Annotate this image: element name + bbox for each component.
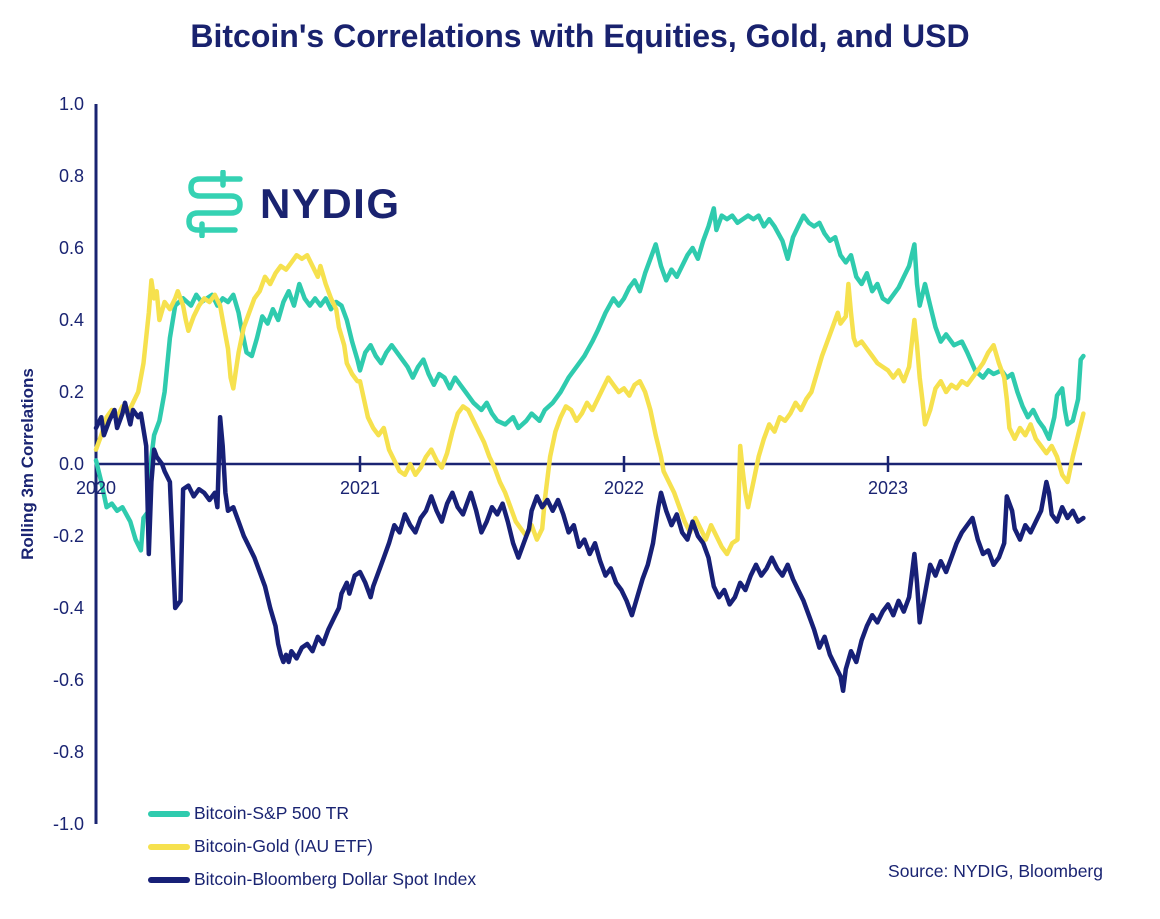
y-tick-label: -0.4	[52, 598, 84, 618]
y-tick-label: 0.8	[58, 166, 84, 186]
nydig-logo-text: NYDIG	[260, 180, 401, 227]
x-tick-label: 2023	[867, 478, 909, 498]
y-tick-label: 1.0	[58, 94, 84, 114]
legend-label: Bitcoin-Gold (IAU ETF)	[194, 836, 373, 856]
nydig-dollar-pipe-icon	[186, 170, 243, 238]
y-tick-label: -1.0	[52, 814, 84, 834]
source-note: Source: NYDIG, Bloomberg	[888, 861, 1103, 881]
legend-label: Bitcoin-S&P 500 TR	[194, 803, 349, 823]
legend-label: Bitcoin-Bloomberg Dollar Spot Index	[194, 869, 477, 889]
legend-item-3: Bitcoin-Bloomberg Dollar Spot Index	[148, 863, 476, 896]
x-tick-label: 2020	[75, 478, 117, 498]
nydig-logo: NYDIG	[180, 170, 401, 238]
y-tick-label: 0.6	[58, 238, 84, 258]
y-tick-label: 0.0	[58, 454, 84, 474]
legend-swatch-icon	[148, 876, 190, 883]
series-line-3	[93, 400, 1086, 694]
y-tick-label: -0.8	[52, 742, 84, 762]
series-line-2	[93, 252, 1086, 557]
legend-item-2: Bitcoin-Gold (IAU ETF)	[148, 830, 476, 863]
y-tick-label: 0.2	[58, 382, 84, 402]
legend-swatch-icon	[148, 843, 190, 850]
y-tick-label: -0.6	[52, 670, 84, 690]
legend-item-1: Bitcoin-S&P 500 TR	[148, 797, 476, 830]
x-tick-label: 2021	[339, 478, 381, 498]
y-tick-label: -0.2	[52, 526, 84, 546]
legend-swatch-icon	[148, 810, 190, 817]
y-tick-label: 0.4	[58, 310, 84, 330]
legend: Bitcoin-S&P 500 TR Bitcoin-Gold (IAU ETF)…	[148, 797, 476, 896]
series-line-1	[93, 206, 1086, 553]
chart-title: Bitcoin's Correlations with Equities, Go…	[190, 18, 970, 54]
x-tick-label: 2022	[603, 478, 645, 498]
